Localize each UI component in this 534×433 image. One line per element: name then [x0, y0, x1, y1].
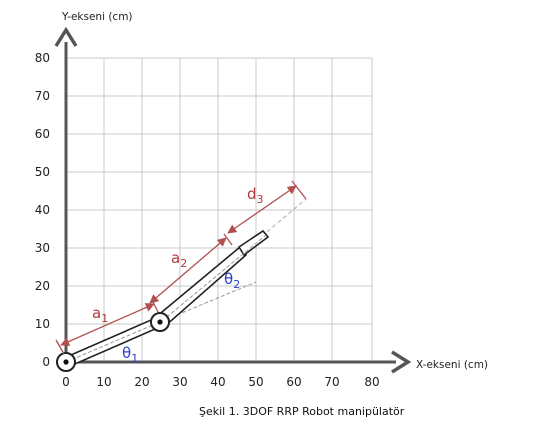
figure-caption: Şekil 1. 3DOF RRP Robot manipülatör — [199, 405, 405, 418]
label-d3: d3 — [247, 185, 264, 206]
x-tick-70: 70 — [324, 375, 339, 389]
y-axis — [54, 26, 78, 362]
elbow-joint — [150, 312, 170, 332]
label-a1: a1 — [92, 304, 108, 325]
y-tick-50: 50 — [35, 165, 50, 179]
x-tick-0: 0 — [62, 375, 70, 389]
y-tick-0: 0 — [42, 355, 50, 369]
dimension-a2 — [149, 233, 233, 304]
x-tick-10: 10 — [96, 375, 111, 389]
base-joint — [56, 352, 76, 372]
y-tick-30: 30 — [35, 241, 50, 255]
x-tick-labels: 0 10 20 30 40 50 60 70 80 — [62, 375, 379, 389]
label-a2: a2 — [171, 249, 187, 270]
grid — [66, 57, 373, 362]
y-tick-labels: 0 10 20 30 40 50 60 70 80 — [35, 51, 50, 369]
y-axis-title: Y-ekseni (cm) — [61, 11, 133, 23]
x-tick-80: 80 — [364, 375, 379, 389]
link-1-centerline — [65, 321, 161, 363]
x-tick-60: 60 — [286, 375, 301, 389]
label-theta2: θ2 — [224, 270, 240, 291]
y-tick-60: 60 — [35, 127, 50, 141]
y-tick-20: 20 — [35, 279, 50, 293]
y-tick-40: 40 — [35, 203, 50, 217]
x-tick-50: 50 — [248, 375, 263, 389]
x-tick-20: 20 — [134, 375, 149, 389]
x-axis — [56, 350, 412, 374]
link-3-prismatic — [237, 229, 270, 257]
y-tick-70: 70 — [35, 89, 50, 103]
x-tick-40: 40 — [210, 375, 225, 389]
label-theta1: θ1 — [122, 344, 138, 365]
y-tick-10: 10 — [35, 317, 50, 331]
y-tick-80: 80 — [35, 51, 50, 65]
x-axis-title: X-ekseni (cm) — [416, 359, 488, 371]
x-tick-30: 30 — [172, 375, 187, 389]
dimension-d3 — [227, 180, 307, 234]
